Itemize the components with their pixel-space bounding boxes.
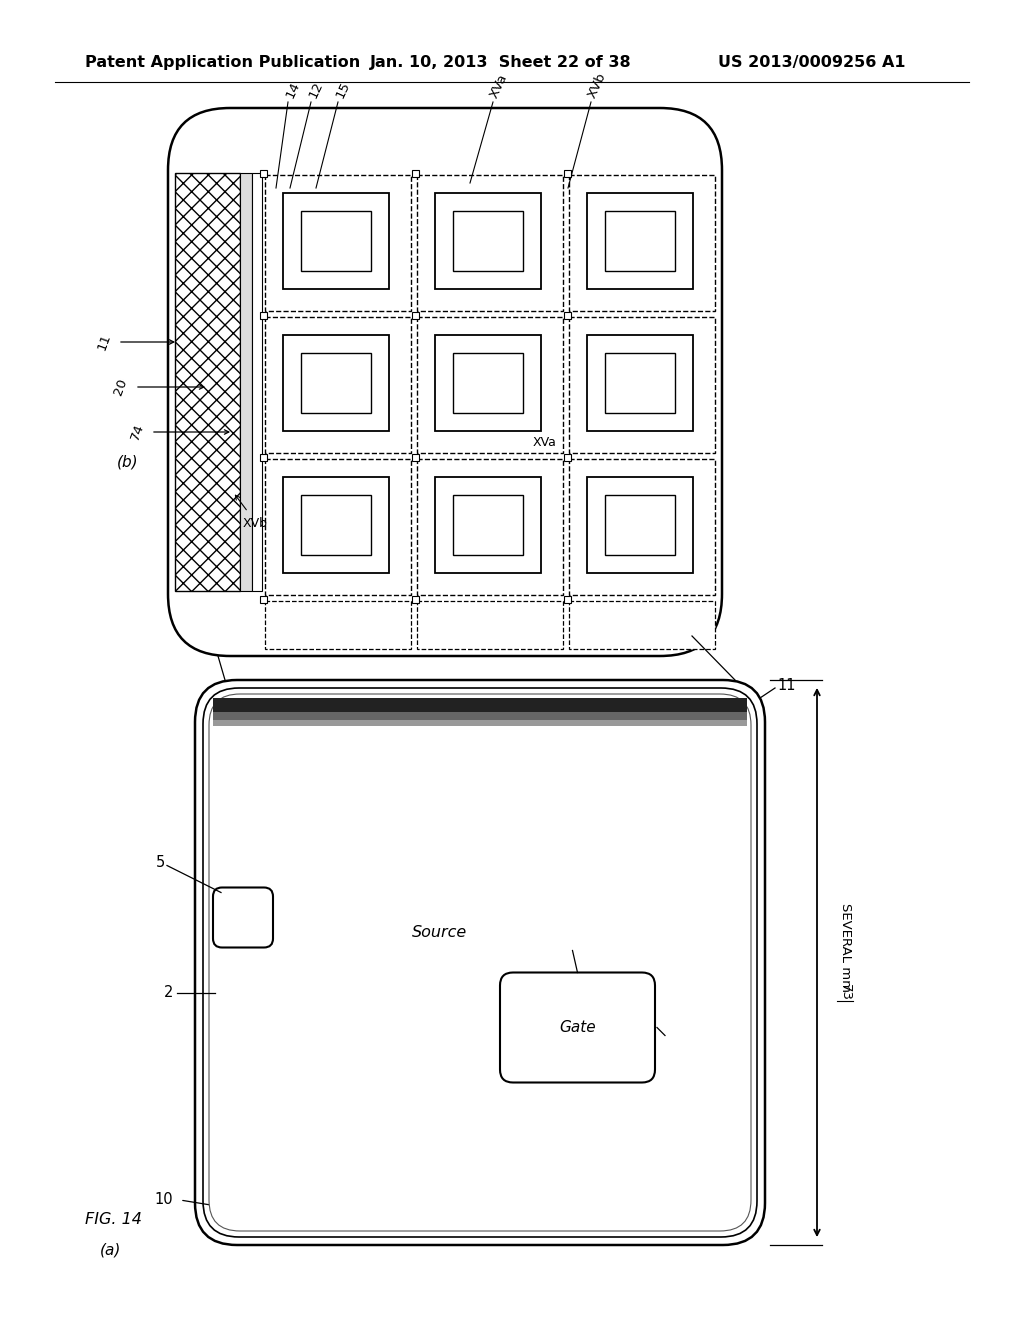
Bar: [569, 459, 715, 595]
Bar: [435, 193, 541, 289]
Bar: [301, 352, 371, 413]
Bar: [213, 698, 746, 711]
Bar: [260, 312, 267, 319]
Bar: [412, 454, 419, 461]
Text: XVa: XVa: [534, 436, 557, 449]
Bar: [564, 170, 571, 177]
Bar: [283, 335, 389, 432]
Bar: [213, 711, 746, 719]
Bar: [569, 601, 715, 649]
Bar: [412, 312, 419, 319]
Bar: [417, 176, 563, 312]
Bar: [213, 719, 746, 726]
Bar: [417, 317, 563, 453]
Text: FIG. 14: FIG. 14: [85, 1213, 142, 1228]
Text: 4: 4: [667, 1030, 676, 1045]
FancyBboxPatch shape: [203, 688, 757, 1237]
Text: Jan. 10, 2013  Sheet 22 of 38: Jan. 10, 2013 Sheet 22 of 38: [370, 54, 632, 70]
Bar: [175, 173, 240, 591]
Bar: [301, 211, 371, 271]
Text: (b): (b): [117, 454, 138, 470]
Bar: [569, 317, 715, 453]
Bar: [587, 193, 693, 289]
Text: 11: 11: [777, 677, 796, 693]
Text: 3: 3: [563, 937, 572, 952]
Bar: [435, 477, 541, 573]
Bar: [252, 173, 262, 591]
Text: 73: 73: [839, 983, 852, 1001]
Text: 74: 74: [128, 422, 146, 442]
Bar: [605, 495, 675, 554]
Text: 10: 10: [155, 1192, 173, 1208]
Text: Source: Source: [413, 925, 468, 940]
Text: US 2013/0009256 A1: US 2013/0009256 A1: [718, 54, 905, 70]
Bar: [412, 170, 419, 177]
Text: SEVERAL mm: SEVERAL mm: [839, 903, 852, 993]
Bar: [605, 211, 675, 271]
Bar: [240, 173, 252, 591]
Text: 2: 2: [164, 985, 173, 1001]
Bar: [283, 477, 389, 573]
Text: Patent Application Publication: Patent Application Publication: [85, 54, 360, 70]
Bar: [260, 170, 267, 177]
Bar: [265, 176, 411, 312]
Text: 11: 11: [95, 331, 113, 352]
Text: 12: 12: [306, 79, 325, 100]
Bar: [587, 335, 693, 432]
Text: 5: 5: [156, 855, 165, 870]
Bar: [564, 597, 571, 603]
Text: XVb: XVb: [586, 70, 609, 100]
Bar: [435, 335, 541, 432]
Bar: [265, 317, 411, 453]
Bar: [265, 459, 411, 595]
Bar: [564, 312, 571, 319]
Bar: [605, 352, 675, 413]
Bar: [283, 193, 389, 289]
Text: 20: 20: [112, 376, 130, 397]
Text: XVa: XVa: [488, 71, 511, 100]
Bar: [453, 211, 523, 271]
Bar: [260, 597, 267, 603]
Bar: [587, 477, 693, 573]
Bar: [417, 601, 563, 649]
Text: Gate: Gate: [559, 1020, 596, 1035]
Bar: [260, 454, 267, 461]
FancyBboxPatch shape: [500, 973, 655, 1082]
FancyBboxPatch shape: [195, 680, 765, 1245]
FancyBboxPatch shape: [168, 108, 722, 656]
Bar: [301, 495, 371, 554]
Bar: [564, 454, 571, 461]
Text: (a): (a): [100, 1242, 122, 1258]
FancyBboxPatch shape: [213, 887, 273, 948]
Text: 14: 14: [283, 79, 302, 100]
Bar: [453, 495, 523, 554]
Bar: [417, 459, 563, 595]
Bar: [453, 352, 523, 413]
Text: 15: 15: [333, 79, 352, 100]
Text: XVb: XVb: [243, 517, 268, 531]
Bar: [265, 601, 411, 649]
FancyBboxPatch shape: [209, 694, 751, 1232]
Bar: [569, 176, 715, 312]
Bar: [412, 597, 419, 603]
